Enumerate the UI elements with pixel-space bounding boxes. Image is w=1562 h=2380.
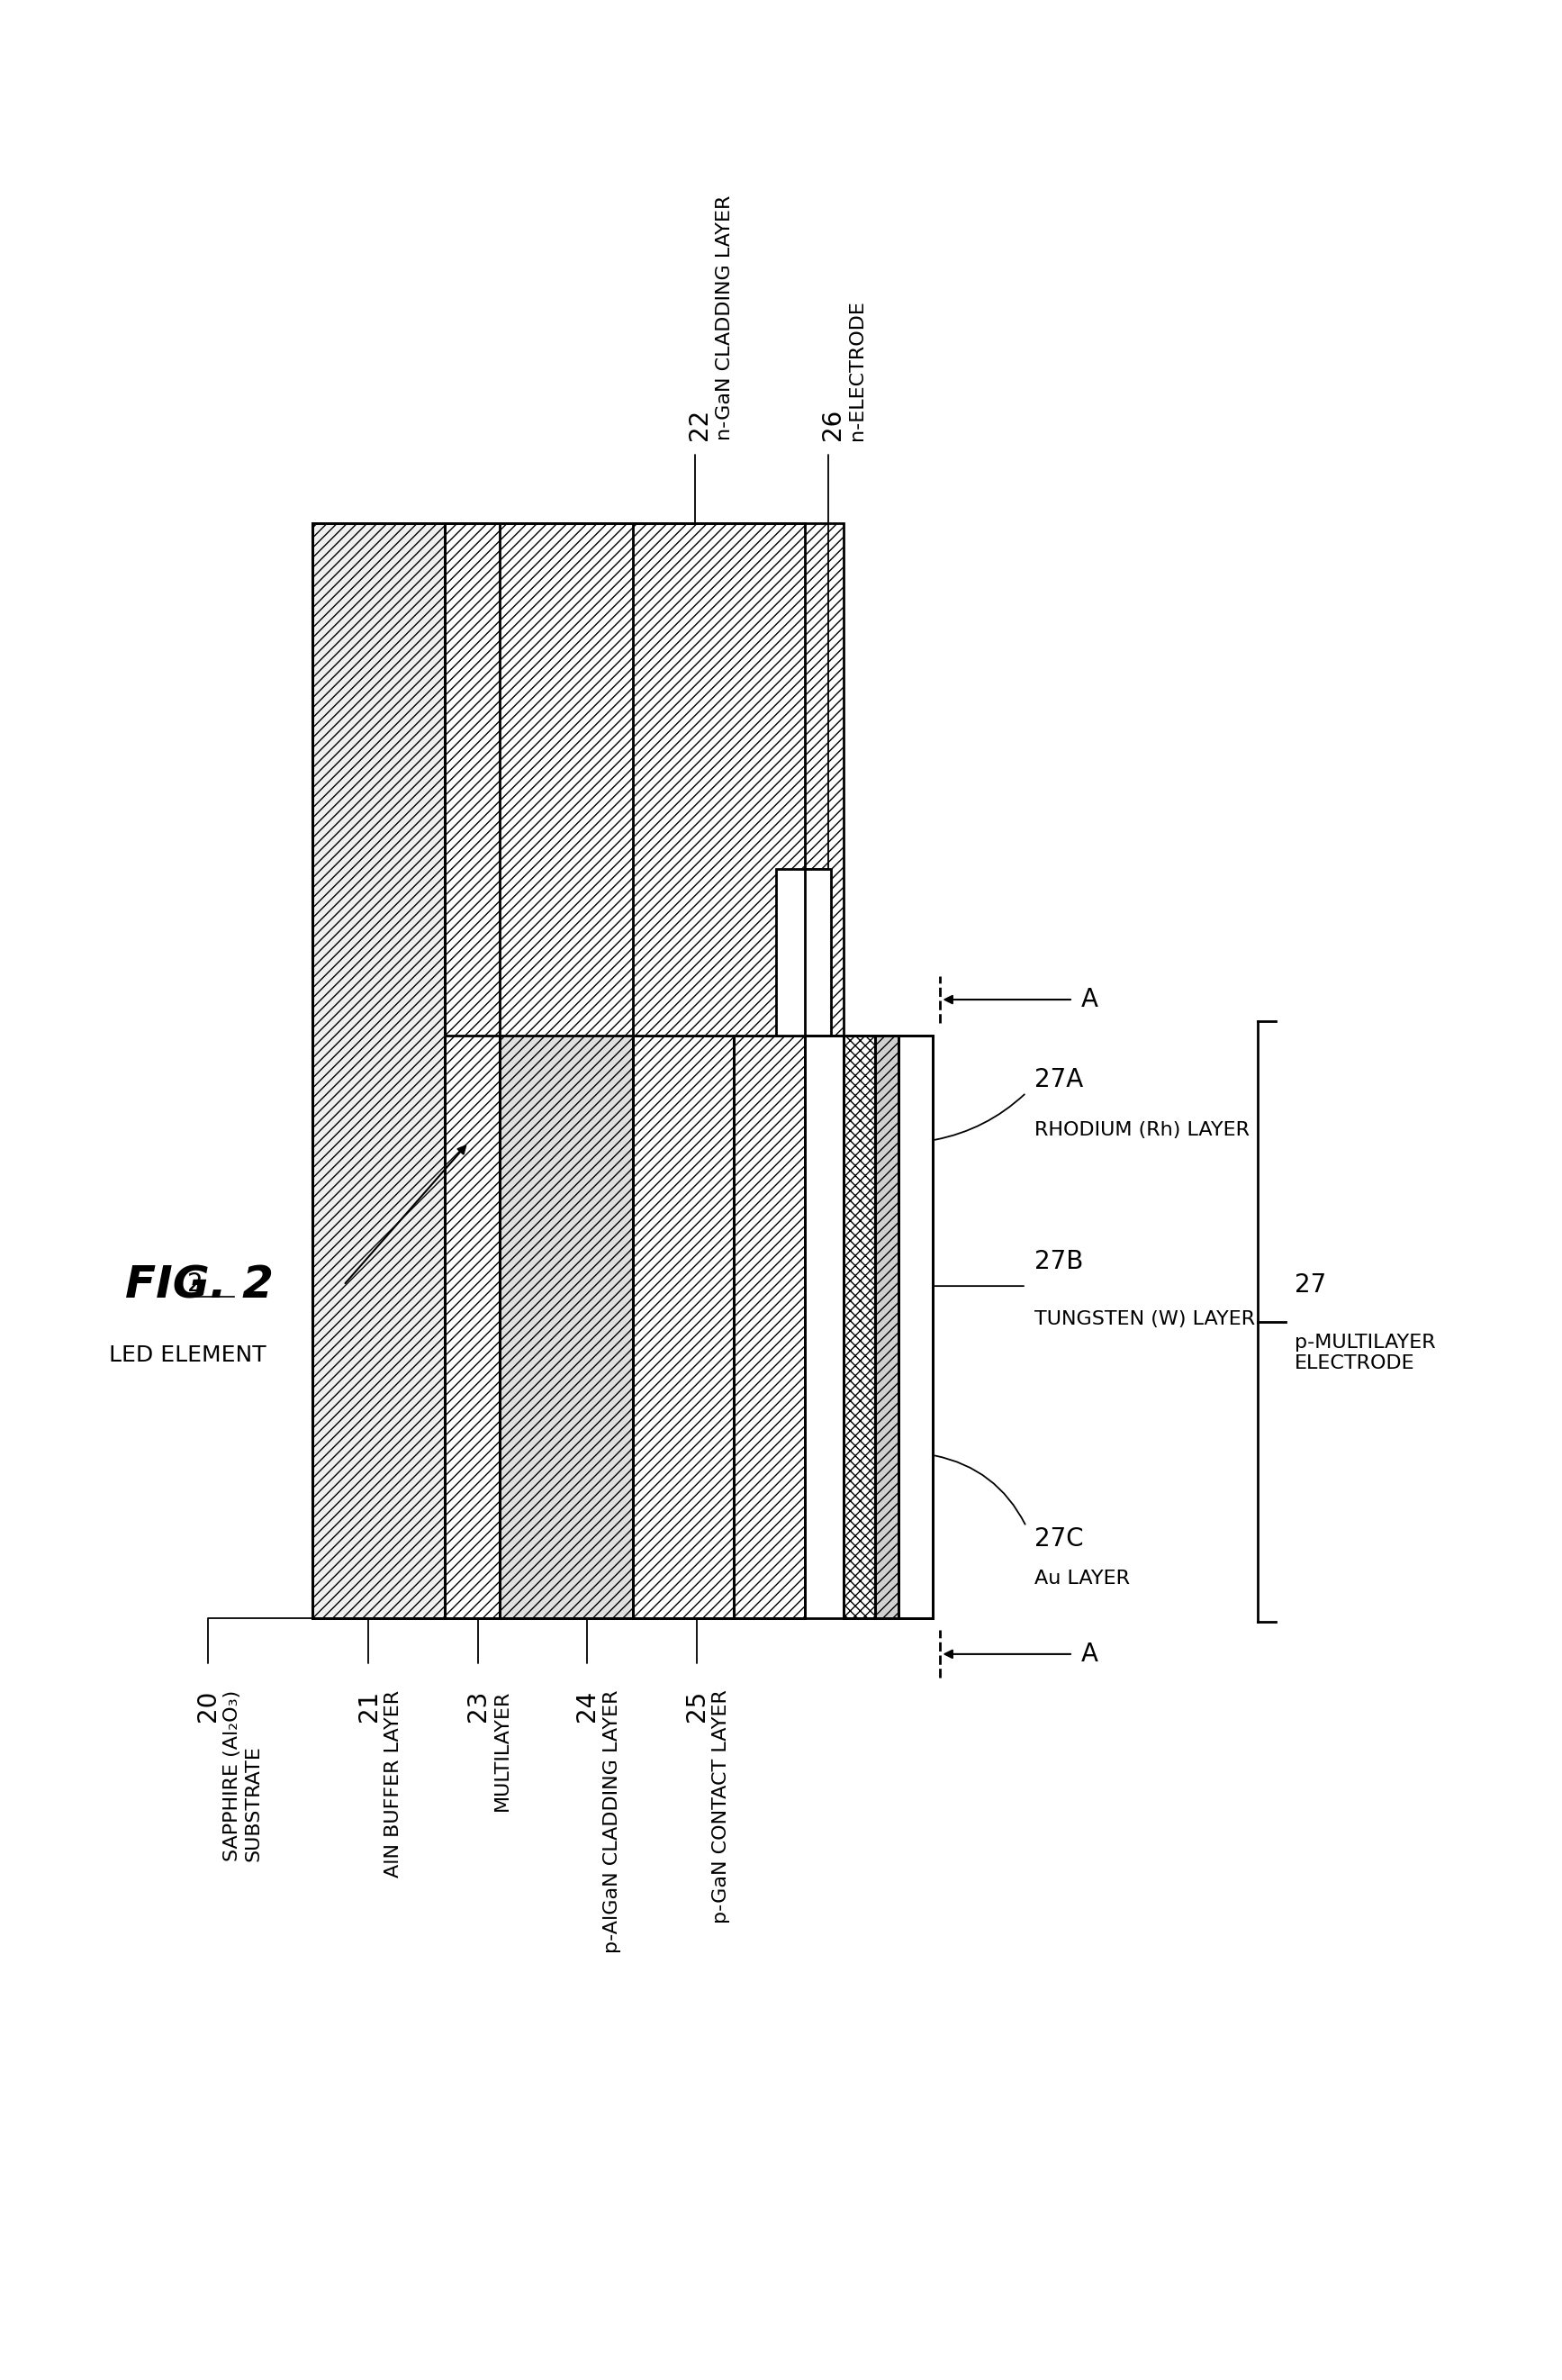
Bar bbox=[633, 1035, 734, 1618]
Text: 27B: 27B bbox=[1034, 1250, 1082, 1273]
Text: 2: 2 bbox=[187, 1271, 203, 1297]
Text: Au LAYER: Au LAYER bbox=[1034, 1568, 1129, 1587]
Text: A: A bbox=[1081, 988, 1098, 1012]
Text: p-MULTILAYER
ELECTRODE: p-MULTILAYER ELECTRODE bbox=[1295, 1333, 1435, 1373]
Bar bbox=[898, 1035, 933, 1618]
Text: SAPPHIRE (Al₂O₃)
SUBSTRATE: SAPPHIRE (Al₂O₃) SUBSTRATE bbox=[223, 1690, 262, 1861]
Text: p-GaN CONTACT LAYER: p-GaN CONTACT LAYER bbox=[712, 1690, 731, 1923]
Text: 24: 24 bbox=[575, 1690, 600, 1721]
Text: 26: 26 bbox=[820, 409, 845, 440]
Bar bbox=[445, 524, 843, 1035]
Bar bbox=[843, 1035, 875, 1618]
Text: MULTILAYER: MULTILAYER bbox=[494, 1690, 512, 1811]
Text: AlN BUFFER LAYER: AlN BUFFER LAYER bbox=[384, 1690, 403, 1878]
Bar bbox=[776, 869, 831, 1035]
Bar bbox=[312, 524, 445, 1618]
Text: n-ELECTRODE: n-ELECTRODE bbox=[848, 300, 867, 440]
Text: 23: 23 bbox=[465, 1690, 490, 1721]
Bar bbox=[875, 1035, 898, 1618]
Text: FIG. 2: FIG. 2 bbox=[125, 1264, 273, 1307]
Text: n-GaN CLADDING LAYER: n-GaN CLADDING LAYER bbox=[715, 195, 734, 440]
Text: RHODIUM (Rh) LAYER: RHODIUM (Rh) LAYER bbox=[1034, 1121, 1250, 1140]
Text: p-AlGaN CLADDING LAYER: p-AlGaN CLADDING LAYER bbox=[603, 1690, 622, 1954]
Text: A: A bbox=[1081, 1642, 1098, 1666]
Text: LED ELEMENT: LED ELEMENT bbox=[109, 1345, 267, 1366]
Text: TUNGSTEN (W) LAYER: TUNGSTEN (W) LAYER bbox=[1034, 1309, 1254, 1328]
Text: 25: 25 bbox=[684, 1690, 709, 1721]
Bar bbox=[734, 1035, 804, 1618]
Text: 22: 22 bbox=[687, 409, 712, 440]
Text: 27A: 27A bbox=[1034, 1069, 1082, 1092]
Bar bbox=[500, 524, 633, 1618]
Text: 27: 27 bbox=[1295, 1273, 1326, 1297]
Text: 21: 21 bbox=[356, 1690, 381, 1721]
Bar bbox=[445, 524, 500, 1618]
Text: 20: 20 bbox=[195, 1690, 220, 1721]
Text: 27C: 27C bbox=[1034, 1526, 1082, 1552]
